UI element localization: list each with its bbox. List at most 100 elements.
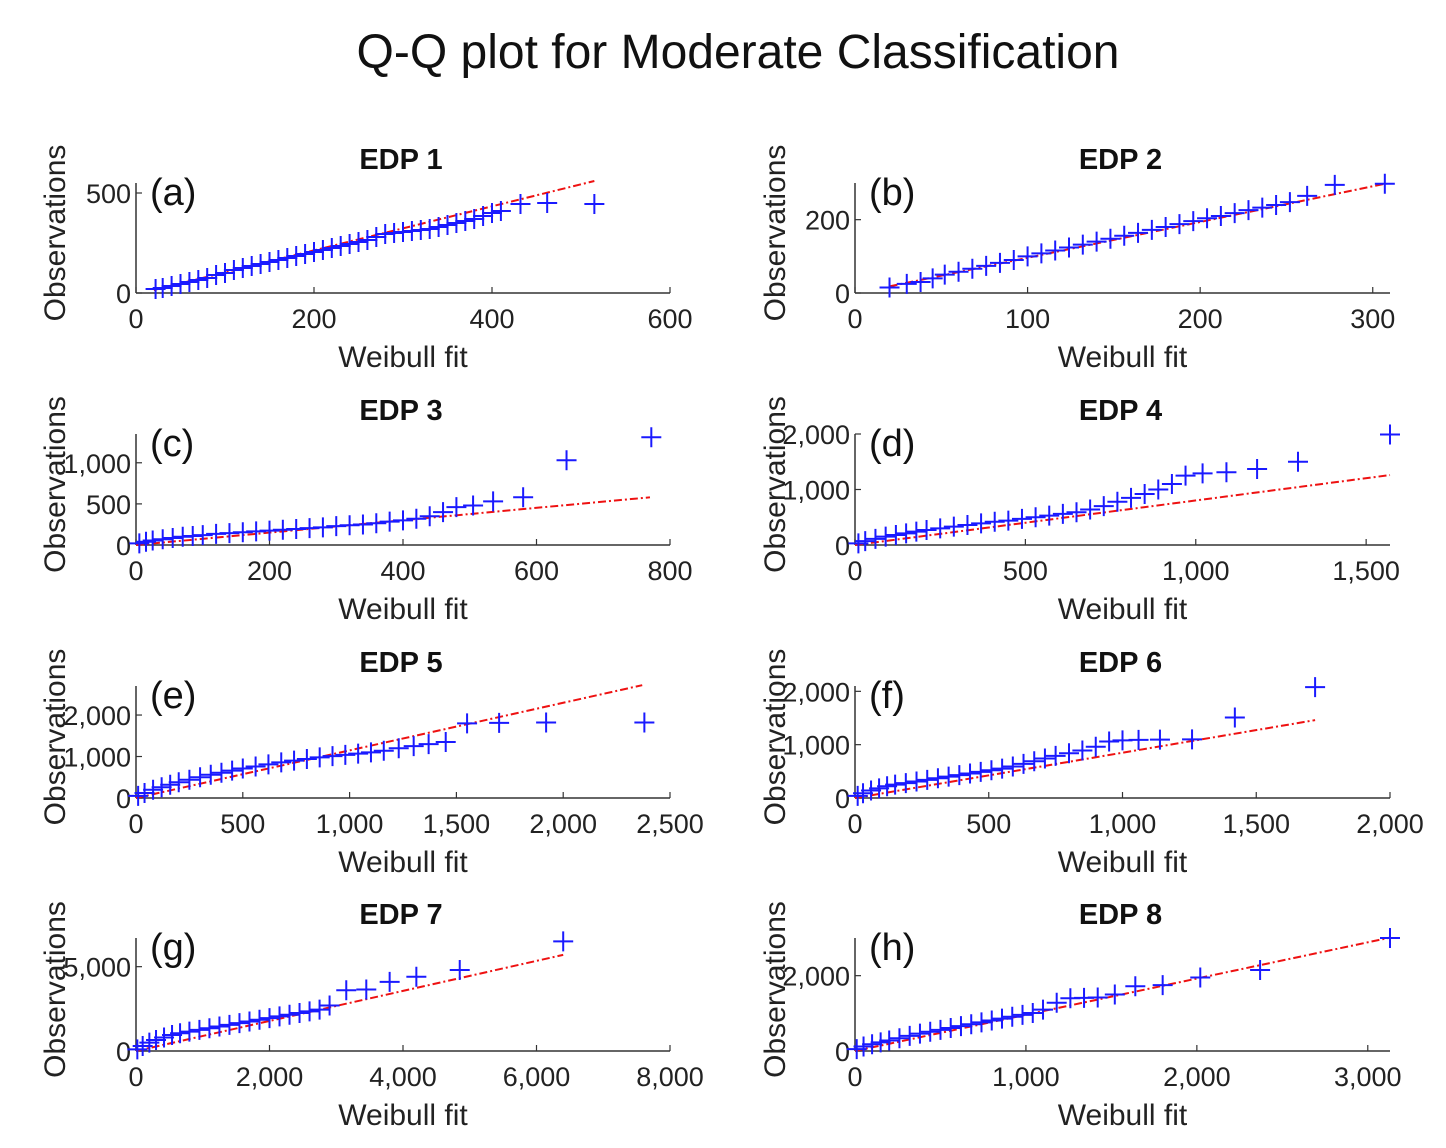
- panel-2: 0 100 200 300 0 200 Weibull fit Observations EDP…: [759, 144, 1395, 374]
- panel-8-point: [853, 1036, 874, 1057]
- panel-2-point: [976, 255, 997, 276]
- panel-5-point: [296, 749, 317, 770]
- panel-4: 0 500 1,000 1,500 0 1,000 2,000 Weibull fit Obse…: [759, 395, 1400, 626]
- panel-7-point: [154, 1027, 175, 1048]
- panel-6-y-tick-label: 0: [835, 784, 850, 814]
- panel-2-point: [1031, 243, 1052, 264]
- panel-8-point: [1087, 987, 1108, 1008]
- panel-3-y-label: Observations: [39, 396, 72, 573]
- panel-4-point: [1380, 424, 1400, 445]
- panel-3-point: [312, 517, 333, 538]
- panel-5-point: [360, 742, 381, 763]
- panel-5-point: [168, 772, 189, 793]
- panel-7-point: [299, 1001, 320, 1022]
- panel-7-title: EDP 7: [359, 899, 442, 931]
- panel-5-x-tick-label: 2,500: [636, 809, 704, 839]
- panel-5-point: [489, 712, 510, 733]
- panel-4-panel-letter: (d): [869, 423, 915, 465]
- panel-8-x-tick-label: 2,000: [1163, 1062, 1231, 1092]
- panel-2-point: [1155, 217, 1176, 237]
- panel-6-y-tick-label: 1,000: [782, 731, 850, 761]
- panel-4-title: EDP 4: [1079, 395, 1162, 427]
- panel-6-point: [877, 776, 898, 797]
- panel-1-point: [277, 248, 298, 268]
- panel-5-point: [151, 777, 172, 798]
- panel-6-y-label: Observations: [759, 649, 792, 826]
- panel-3-x-tick-label: 400: [380, 556, 425, 586]
- panel-5-reference-line: [135, 684, 643, 799]
- panel-1-point: [161, 276, 182, 296]
- panel-1-point: [348, 232, 369, 252]
- panel-3-point: [142, 530, 163, 551]
- panel-2-panel-letter: (b): [869, 172, 915, 214]
- panel-4-point: [1216, 462, 1237, 483]
- panel-2-point: [1086, 231, 1107, 252]
- panel-1-point: [170, 274, 191, 294]
- panel-6-point: [970, 761, 991, 782]
- panel-5-x-tick-label: 500: [220, 809, 265, 839]
- panel-1-y-tick-label: 500: [86, 179, 131, 209]
- panel-7-point: [146, 1030, 167, 1051]
- panel-6-y-tick-label: 2,000: [782, 677, 850, 707]
- panel-8-point: [1002, 1006, 1023, 1027]
- panel-4-point: [1161, 473, 1182, 494]
- panel-1-point: [215, 263, 235, 283]
- panel-6-point: [1024, 751, 1045, 772]
- panel-4-point: [1192, 463, 1213, 484]
- panel-1-point: [197, 268, 218, 288]
- panel-6-point: [861, 780, 882, 801]
- panel-1-point: [268, 250, 289, 270]
- panel-1-x-tick-label: 200: [291, 304, 336, 334]
- panel-8-y-tick-label: 2,000: [782, 962, 850, 992]
- panel-4-point: [1080, 499, 1101, 520]
- panel-1-point: [464, 209, 485, 229]
- panel-1-point: [152, 278, 173, 298]
- panel-2-point: [1003, 250, 1024, 270]
- panel-6-point: [981, 760, 1002, 781]
- panel-4-point: [1093, 496, 1114, 517]
- panel-1-y-tick-label: 0: [116, 279, 131, 309]
- panel-8-point: [1104, 984, 1125, 1005]
- panel-1-point: [206, 265, 227, 285]
- panel-3-x-label: Weibull fit: [338, 593, 468, 626]
- panel-4-point: [943, 516, 964, 537]
- panel-1-x-label: Weibull fit: [338, 341, 468, 374]
- panel-3-point: [463, 495, 484, 516]
- panel-1-y-label: Observations: [39, 145, 72, 322]
- panel-2-point: [1374, 173, 1395, 194]
- panel-4-x-tick-label: 1,000: [1162, 556, 1230, 586]
- panel-5-title: EDP 5: [359, 647, 442, 679]
- panel-5-point: [179, 769, 200, 790]
- panel-8-y-tick-label: 0: [835, 1037, 850, 1067]
- panel-4-point: [1247, 458, 1268, 479]
- panel-5-point: [134, 783, 155, 804]
- panel-1-point: [321, 238, 342, 258]
- panel-3-point: [483, 491, 504, 512]
- panel-4-point: [930, 518, 951, 539]
- panel-6-point: [1085, 736, 1106, 757]
- panel-1-point: [223, 260, 244, 280]
- panel-2-point: [1324, 174, 1345, 195]
- panel-4-point: [1148, 479, 1169, 500]
- panel-3-point: [352, 514, 373, 535]
- panel-4-reference-line: [854, 474, 1391, 546]
- panel-8-point: [1033, 999, 1054, 1020]
- panel-6-panel-letter: (f): [869, 675, 905, 717]
- panel-7-point: [170, 1023, 191, 1044]
- panel-2-y-label: Observations: [759, 145, 792, 322]
- panel-5-y-tick-label: 1,000: [63, 743, 131, 773]
- panel-1-point: [188, 270, 209, 290]
- panel-4-point: [875, 526, 896, 547]
- panel-1-point: [357, 230, 378, 250]
- panel-7-x-label: Weibull fit: [338, 1099, 468, 1132]
- panel-8-point: [870, 1032, 891, 1053]
- panel-2-point: [1141, 219, 1162, 240]
- panel-6-point: [938, 766, 959, 787]
- panel-5-x-tick-label: 0: [128, 809, 143, 839]
- panel-6-point: [1045, 745, 1066, 766]
- panel-7-y-label: Observations: [39, 901, 72, 1078]
- panel-4-point: [1039, 505, 1060, 526]
- panel-7-y-tick-label: 5,000: [63, 953, 131, 983]
- panel-2-x-label: Weibull fit: [1058, 341, 1188, 374]
- panel-2-point: [1169, 214, 1190, 235]
